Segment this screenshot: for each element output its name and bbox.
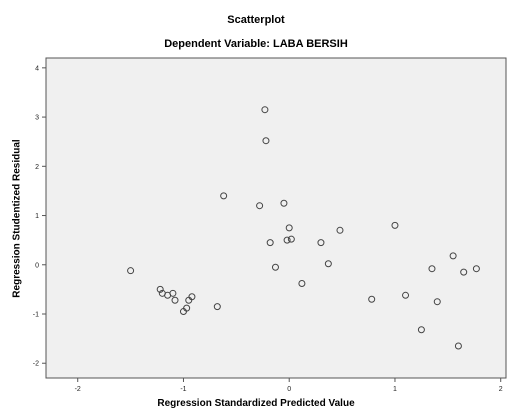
data-point (171, 296, 179, 304)
data-point (391, 221, 399, 229)
data-point (183, 304, 191, 312)
data-point (368, 295, 376, 303)
data-point (324, 260, 332, 268)
data-point (213, 303, 221, 311)
x-tick-label: 1 (393, 386, 397, 393)
chart-title: Scatterplot (227, 14, 285, 26)
plot-area (45, 57, 507, 379)
data-point (428, 265, 436, 273)
data-point (472, 265, 480, 273)
y-tick-label: 3 (35, 115, 39, 122)
data-point (449, 252, 457, 260)
data-point (336, 226, 344, 234)
data-point (317, 239, 325, 247)
x-tick-label: -1 (180, 386, 186, 393)
y-tick-label: 2 (35, 164, 39, 171)
data-point (256, 202, 264, 210)
data-point (402, 291, 410, 299)
data-point (156, 285, 164, 293)
data-point (271, 263, 279, 271)
data-point (266, 239, 274, 247)
x-tick-label: 2 (499, 386, 503, 393)
x-tick-label: 0 (287, 386, 291, 393)
data-point (188, 293, 196, 301)
data-point (454, 342, 462, 350)
data-point (220, 192, 228, 200)
y-tick-label: 0 (35, 262, 39, 269)
chart-subtitle: Dependent Variable: LABA BERSIH (164, 38, 348, 50)
x-axis-label: Regression Standardized Predicted Value (157, 398, 355, 409)
y-tick-label: -2 (33, 361, 39, 368)
data-point (280, 199, 288, 207)
data-point (261, 106, 269, 114)
data-point (283, 236, 291, 244)
y-tick-label: -1 (33, 312, 39, 319)
y-tick-label: 1 (35, 213, 39, 220)
data-point (169, 289, 177, 297)
data-point (127, 267, 135, 275)
y-tick-label: 4 (35, 65, 39, 72)
data-point (285, 224, 293, 232)
x-tick-label: -2 (75, 386, 81, 393)
data-point (433, 298, 441, 306)
data-point (262, 137, 270, 145)
data-point (287, 235, 295, 243)
data-point (298, 279, 306, 287)
y-axis-label: Regression Studentized Residual (11, 139, 23, 298)
data-point (417, 326, 425, 334)
data-point (460, 268, 468, 276)
